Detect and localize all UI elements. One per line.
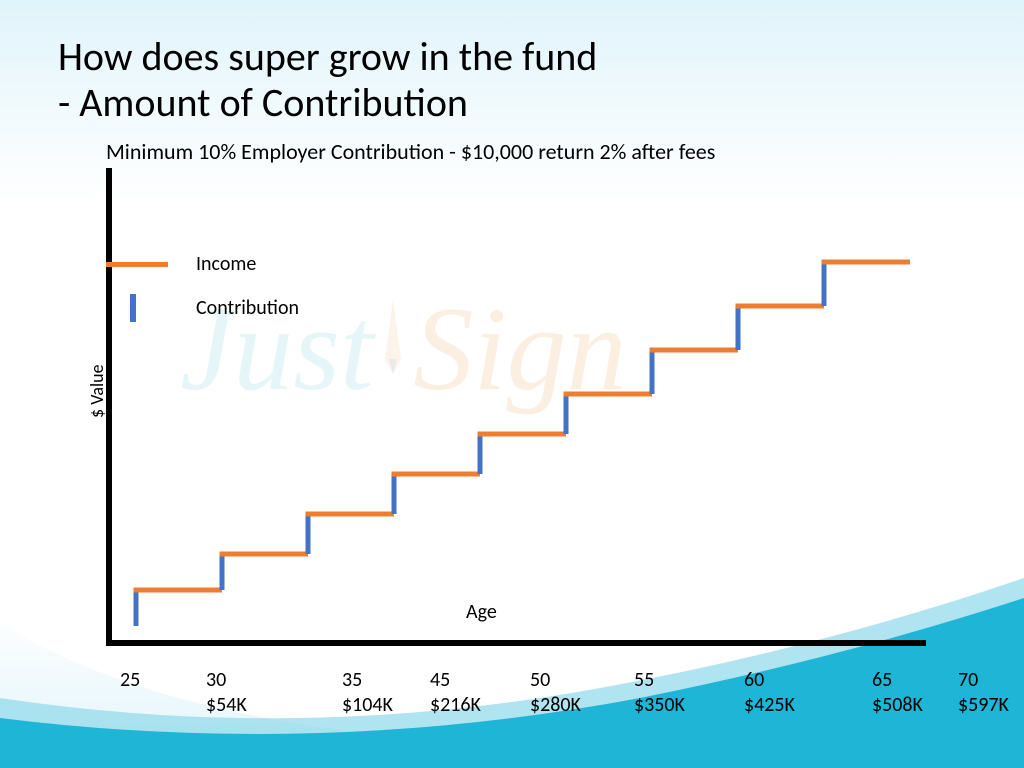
x-tick-age: 55	[634, 668, 685, 693]
x-tick: 25	[120, 668, 140, 693]
x-tick-age: 60	[744, 668, 795, 693]
x-tick-value: $104K	[342, 693, 393, 718]
x-tick-age: 50	[530, 668, 581, 693]
x-tick: 45$216K	[430, 668, 481, 718]
x-tick-age: 65	[872, 668, 923, 693]
slide-subtitle: Minimum 10% Employer Contribution - $10,…	[106, 138, 715, 165]
x-tick-age: 25	[120, 668, 140, 693]
x-tick-value: $425K	[744, 693, 795, 718]
x-tick-age: 70	[958, 668, 1009, 693]
x-tick-age: 30	[206, 668, 247, 693]
x-tick-value: $508K	[872, 693, 923, 718]
step-chart: $ Value Age Income Contribution 2530$54K…	[106, 168, 926, 648]
x-tick: 50$280K	[530, 668, 581, 718]
x-tick-value: $350K	[634, 693, 685, 718]
x-tick-value: $216K	[430, 693, 481, 718]
x-tick: 65$508K	[872, 668, 923, 718]
x-tick-value: $280K	[530, 693, 581, 718]
step-lines	[106, 168, 926, 648]
x-tick: 70$597K	[958, 668, 1009, 718]
x-tick-value: $597K	[958, 693, 1009, 718]
x-tick: 35$104K	[342, 668, 393, 718]
x-tick: 55$350K	[634, 668, 685, 718]
slide-title: How does super grow in the fund- Amount …	[58, 34, 597, 126]
x-tick-age: 35	[342, 668, 393, 693]
x-tick-value: $54K	[206, 693, 247, 718]
x-tick: 60$425K	[744, 668, 795, 718]
x-tick: 30$54K	[206, 668, 247, 718]
y-axis-label: $ Value	[86, 364, 108, 418]
x-tick-age: 45	[430, 668, 481, 693]
